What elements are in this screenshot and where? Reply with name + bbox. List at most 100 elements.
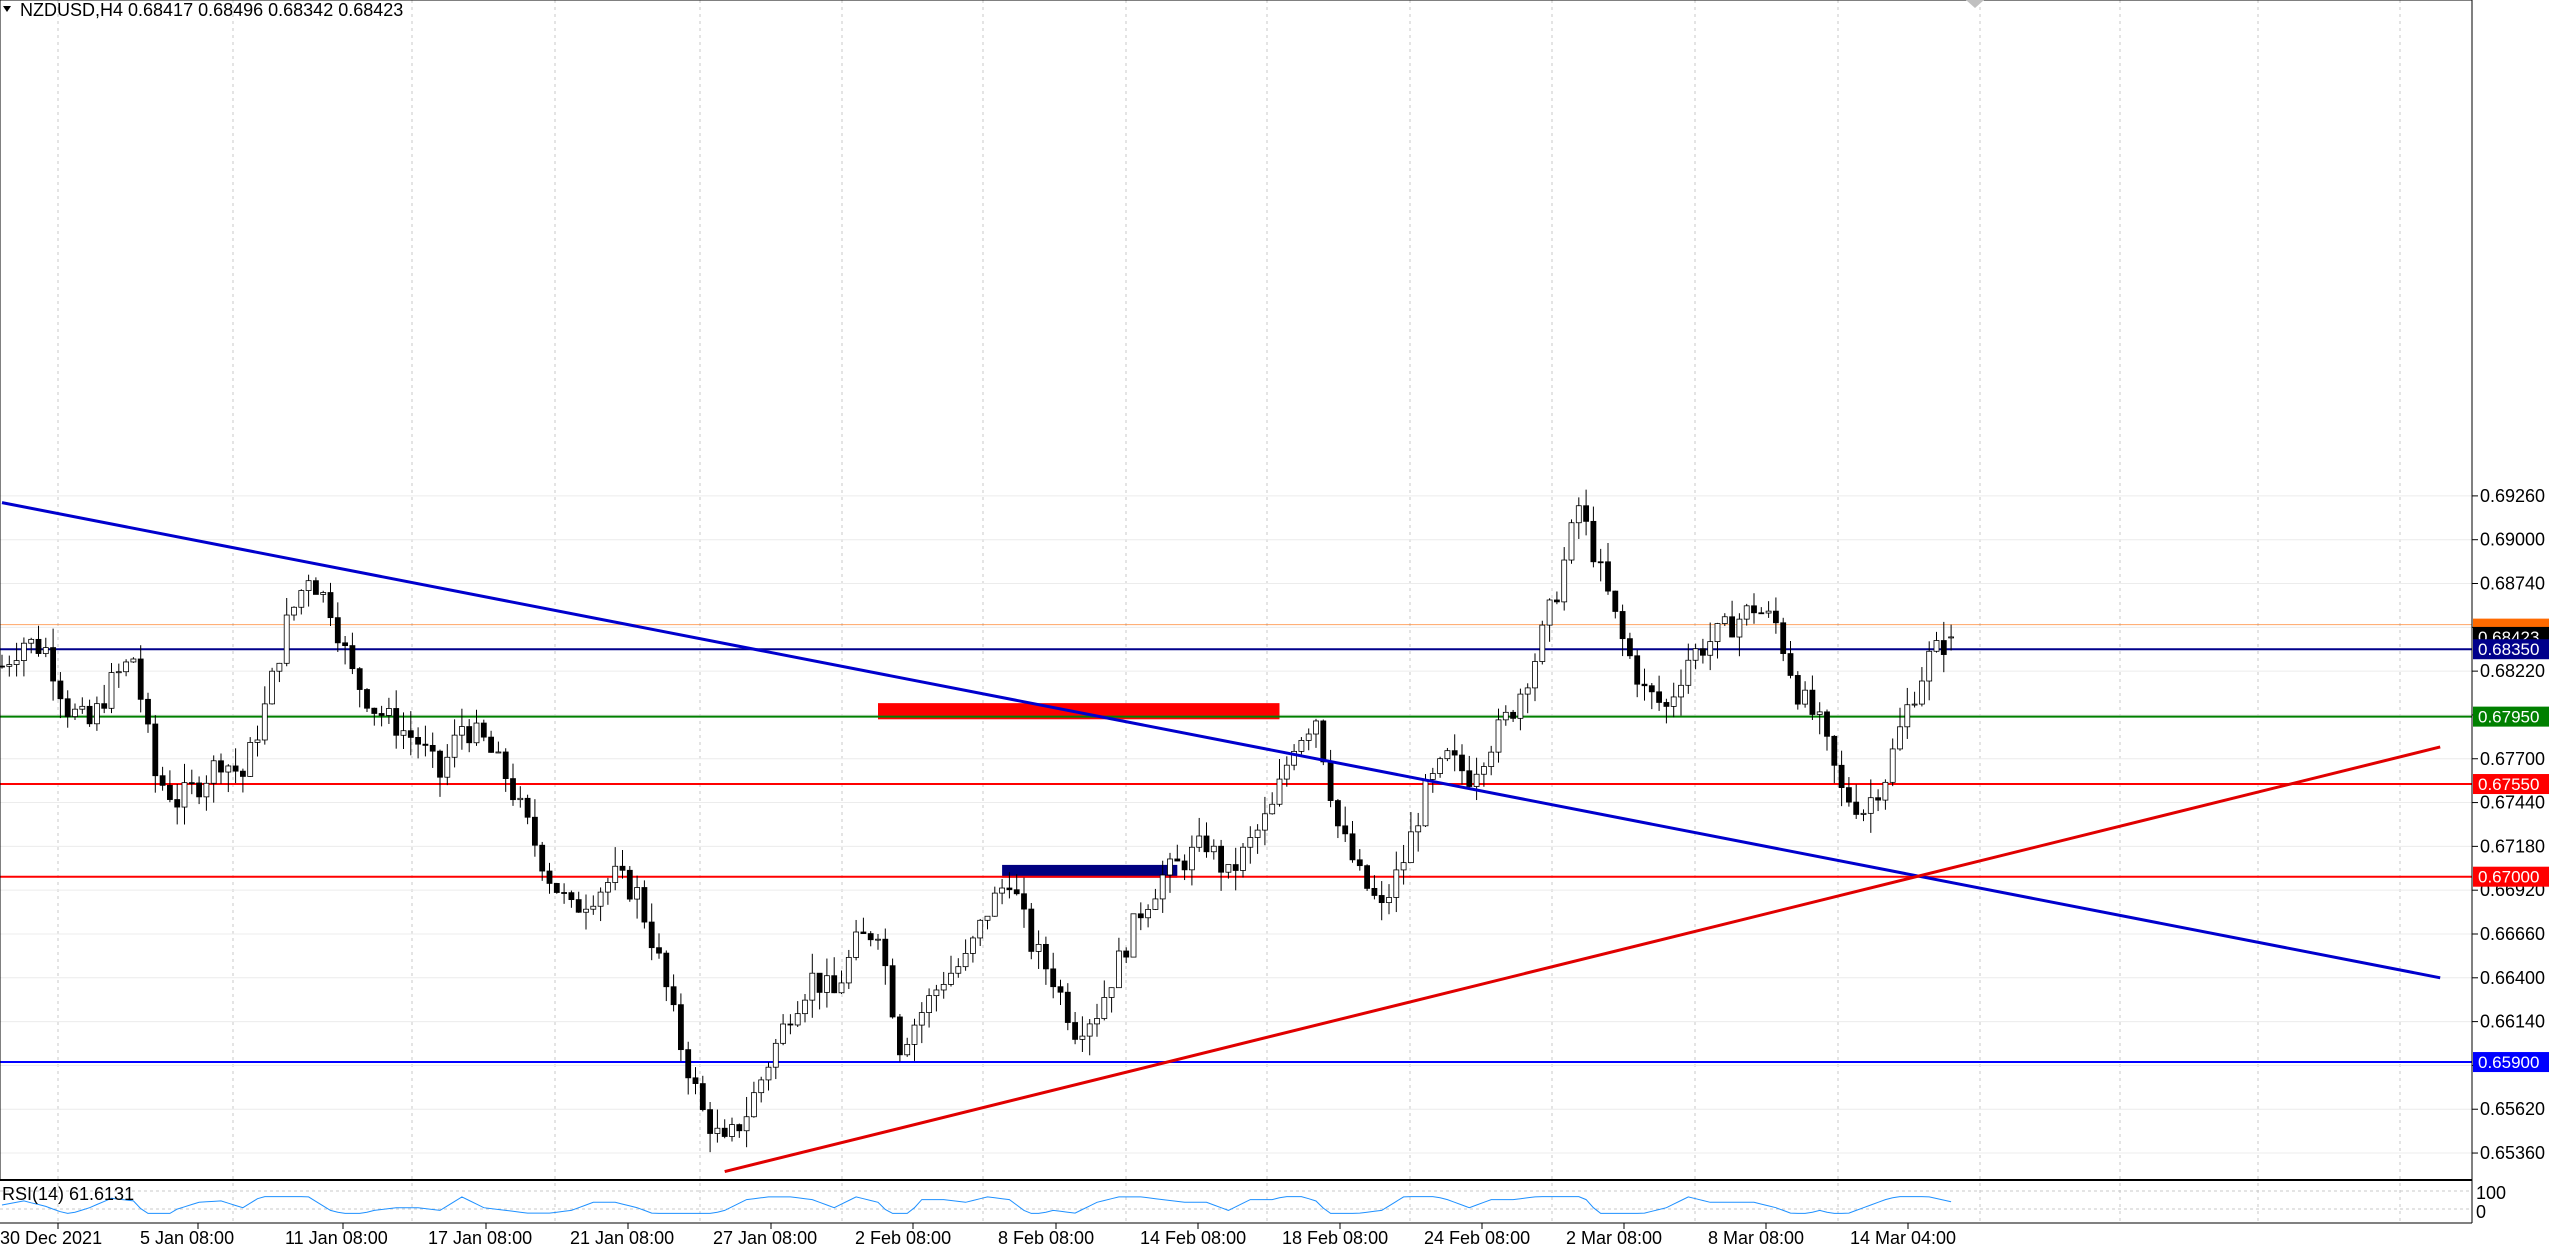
price-tick-label: 0.66140	[2480, 1012, 2545, 1032]
candle-body	[1152, 898, 1159, 910]
candle-body	[1641, 683, 1648, 687]
candle-body	[1437, 758, 1443, 774]
candle-body	[1086, 1023, 1093, 1037]
candle-body	[145, 698, 151, 725]
triangle-down-icon[interactable]	[3, 6, 11, 12]
price-tags: 0.684230.683500.679500.675500.670000.659…	[2473, 618, 2549, 1073]
horizontal-levels	[0, 624, 2472, 1064]
candle-body	[1502, 711, 1509, 721]
bid-price-tag	[2473, 618, 2549, 629]
candle-body	[1232, 864, 1239, 871]
candle-body	[1473, 773, 1480, 787]
candle-body	[13, 660, 20, 665]
candle-body	[612, 865, 619, 883]
time-tick-label: 30 Dec 2021	[0, 1228, 102, 1248]
candle-body	[458, 726, 465, 736]
candle-body	[1101, 997, 1108, 1019]
time-tick-label: 8 Mar 08:00	[1708, 1228, 1804, 1248]
candle-body	[1875, 797, 1881, 801]
rsi-label: RSI(14) 61.6131	[2, 1184, 134, 1204]
candle-body	[1283, 764, 1290, 780]
candle-body	[181, 782, 188, 808]
level-price-tag	[2473, 1052, 2549, 1073]
plot-frame	[0, 0, 2473, 1181]
candle-body	[1006, 887, 1013, 891]
level-price-tag	[2473, 866, 2549, 887]
candle-body	[1269, 803, 1276, 815]
candle-body	[1656, 691, 1662, 703]
candle-body	[794, 1013, 801, 1026]
candle-body	[1108, 987, 1115, 998]
candlestick-series	[0, 489, 1954, 1153]
candle-body	[188, 782, 195, 785]
candle-body	[1305, 733, 1312, 741]
time-tick-label: 14 Mar 04:00	[1850, 1228, 1956, 1248]
candle-body	[707, 1109, 713, 1134]
candle-body	[1824, 711, 1830, 737]
candle-body	[780, 1023, 786, 1044]
candle-body	[6, 664, 13, 667]
candle-body	[196, 782, 203, 798]
candle-body	[648, 921, 655, 949]
candle-body	[437, 750, 443, 778]
time-tick-label: 21 Jan 08:00	[570, 1228, 674, 1248]
candle-body	[517, 797, 524, 801]
level-price-tag	[2473, 639, 2549, 660]
candle-body	[1860, 812, 1867, 815]
candle-body	[1524, 687, 1531, 695]
candle-body	[940, 983, 947, 991]
candle-body	[1597, 561, 1604, 564]
candle-body	[159, 775, 166, 786]
price-tick-label: 0.67180	[2480, 836, 2545, 856]
candle-body	[721, 1127, 728, 1137]
candle-body	[1612, 590, 1619, 612]
candle-body	[1575, 505, 1582, 524]
candle-body	[1707, 641, 1714, 656]
candle-body	[342, 642, 349, 646]
candle-body	[1356, 859, 1363, 867]
candle-body	[678, 1004, 684, 1051]
candle-body	[1532, 661, 1538, 689]
candle-body	[1678, 684, 1684, 698]
candle-body	[1429, 773, 1436, 780]
candle-body	[692, 1077, 699, 1084]
candle-body	[254, 739, 261, 743]
candle-body	[1444, 750, 1451, 760]
candle-body	[532, 816, 538, 846]
candle-body	[1254, 829, 1261, 838]
candle-body	[663, 952, 670, 988]
time-tick-label: 11 Jan 08:00	[285, 1228, 388, 1248]
candle-body	[955, 966, 962, 974]
trendline-ascending	[724, 745, 2441, 1174]
time-tick-label: 14 Feb 08:00	[1140, 1228, 1246, 1248]
candle-body	[1116, 950, 1122, 989]
candle-body	[218, 760, 224, 773]
candle-body	[466, 726, 473, 744]
candle-body	[86, 705, 93, 725]
candle-body	[736, 1124, 743, 1132]
time-tick-label: 8 Feb 08:00	[998, 1228, 1094, 1248]
candle-body	[334, 617, 341, 644]
candle-body	[1451, 750, 1458, 756]
candle-body	[79, 705, 86, 710]
candle-body	[1378, 895, 1385, 904]
price-tick-label: 0.68220	[2480, 661, 2545, 681]
candle-body	[35, 638, 42, 654]
level-price-tag-label: 0.68350	[2478, 640, 2539, 659]
candle-body	[1510, 711, 1516, 719]
candle-body	[568, 892, 575, 901]
price-tick-label: 0.65620	[2480, 1099, 2545, 1119]
candle-body	[824, 975, 830, 993]
level-price-tag	[2473, 774, 2549, 795]
candle-body	[1889, 748, 1896, 783]
breakout-zone	[1002, 864, 1178, 878]
time-axis: 30 Dec 2021 5 Jan 08:00 11 Jan 08:00 17 Jan…	[0, 1223, 1956, 1248]
candle-body	[1371, 887, 1378, 896]
candle-body	[1867, 797, 1874, 814]
candle-body	[123, 661, 129, 673]
candle-body	[1663, 702, 1670, 707]
scroll-marker-icon[interactable]	[1966, 0, 1984, 8]
candle-body	[670, 986, 677, 1006]
price-tick-label: 0.69000	[2480, 530, 2545, 550]
